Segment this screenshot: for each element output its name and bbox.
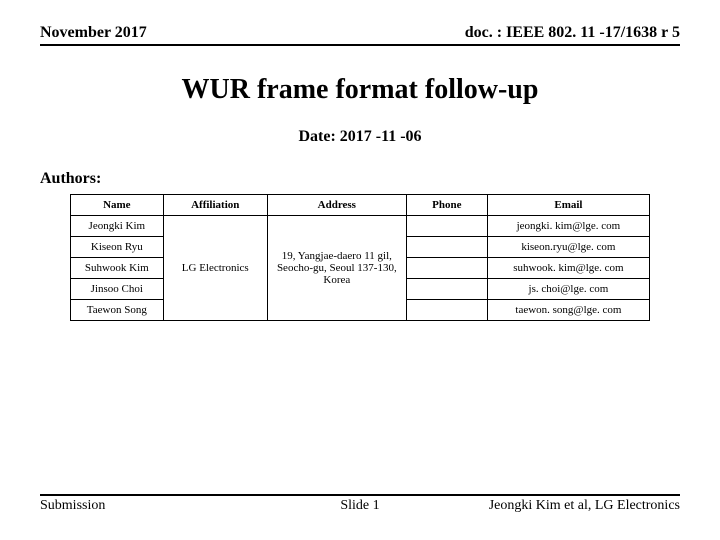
authors-table-wrap: Name Affiliation Address Phone Email Jeo… xyxy=(40,194,680,321)
cell-name: Taewon Song xyxy=(71,300,164,321)
cell-email: suhwook. kim@lge. com xyxy=(487,258,649,279)
footer-right: Jeongki Kim et al, LG Electronics xyxy=(489,498,680,514)
cell-name: Jinsoo Choi xyxy=(71,279,164,300)
footer: Submission Slide 1 Jeongki Kim et al, LG… xyxy=(40,494,680,514)
header: November 2017 doc. : IEEE 802. 11 -17/16… xyxy=(40,24,680,46)
footer-center: Slide 1 xyxy=(340,498,379,514)
cell-email: taewon. song@lge. com xyxy=(487,300,649,321)
header-right: doc. : IEEE 802. 11 -17/1638 r 5 xyxy=(465,24,680,42)
cell-email: kiseon.ryu@lge. com xyxy=(487,237,649,258)
cell-address: 19, Yangjae-daero 11 gil, Seocho-gu, Seo… xyxy=(267,216,406,321)
cell-phone xyxy=(406,279,487,300)
col-name: Name xyxy=(71,195,164,216)
cell-phone xyxy=(406,258,487,279)
cell-phone xyxy=(406,237,487,258)
table-row: Jeongki Kim LG Electronics 19, Yangjae-d… xyxy=(71,216,650,237)
cell-name: Kiseon Ryu xyxy=(71,237,164,258)
col-phone: Phone xyxy=(406,195,487,216)
col-email: Email xyxy=(487,195,649,216)
authors-table: Name Affiliation Address Phone Email Jeo… xyxy=(70,194,650,321)
col-address: Address xyxy=(267,195,406,216)
table-header-row: Name Affiliation Address Phone Email xyxy=(71,195,650,216)
date: Date: 2017 -11 -06 xyxy=(40,128,680,146)
cell-phone xyxy=(406,216,487,237)
authors-label: Authors: xyxy=(40,170,680,188)
cell-name: Jeongki Kim xyxy=(71,216,164,237)
page-title: WUR frame format follow-up xyxy=(40,74,680,106)
col-affiliation: Affiliation xyxy=(163,195,267,216)
cell-email: js. choi@lge. com xyxy=(487,279,649,300)
cell-phone xyxy=(406,300,487,321)
header-left: November 2017 xyxy=(40,24,147,42)
cell-affiliation: LG Electronics xyxy=(163,216,267,321)
cell-email: jeongki. kim@lge. com xyxy=(487,216,649,237)
cell-name: Suhwook Kim xyxy=(71,258,164,279)
footer-left: Submission xyxy=(40,498,105,514)
